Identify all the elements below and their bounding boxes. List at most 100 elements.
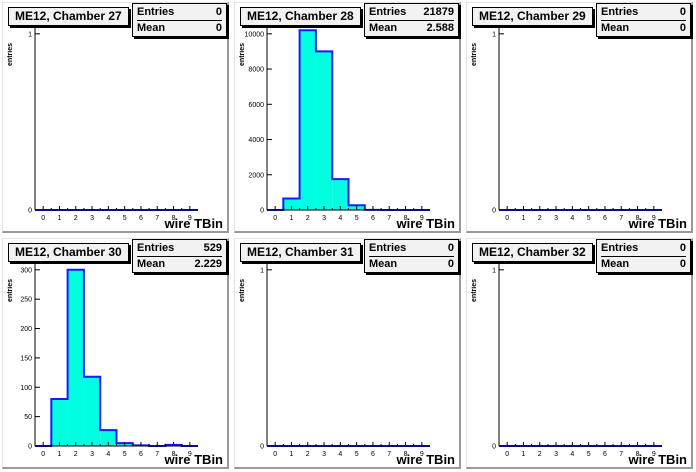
- x-tick-label: 1: [521, 215, 525, 222]
- x-tick-label: 8: [636, 451, 640, 458]
- x-tick-label: 5: [587, 451, 591, 458]
- y-axis-label: entries: [7, 279, 14, 302]
- x-tick-label: 8: [404, 215, 408, 222]
- stats-entries-row: Entries 0: [369, 241, 454, 256]
- x-tick-label: 7: [155, 215, 159, 222]
- x-tick-label: 7: [619, 215, 623, 222]
- y-tick-label: 0: [492, 208, 496, 215]
- stats-mean-label: Mean: [601, 258, 630, 270]
- histogram-title: ME12, Chamber 32: [472, 243, 593, 262]
- x-tick-label: 3: [90, 451, 94, 458]
- y-axis-label: entries: [239, 43, 246, 66]
- stats-mean-value: 0: [679, 258, 686, 270]
- stats-mean-row: Mean 2.229: [137, 256, 222, 272]
- stats-mean-value: 2.588: [426, 22, 454, 34]
- stats-mean-value: 0: [215, 22, 222, 34]
- x-tick-label: 9: [188, 215, 192, 222]
- histogram-title: ME12, Chamber 29: [472, 7, 593, 26]
- y-tick-label: 1: [492, 31, 496, 38]
- y-tick-label: 8000: [248, 67, 264, 74]
- x-axis-label: wire TBin: [164, 452, 223, 467]
- stats-entries-value: 21879: [423, 6, 454, 18]
- histogram-pad: 0 1 2 3 4 5 6 7 8 9 0 1 entries wire TBin ME12, Chambe…: [466, 238, 693, 469]
- histogram-plot: 0 1 2 3 4 5 6 7 8 9 0 1: [492, 257, 662, 458]
- y-axis-label: entries: [7, 43, 14, 66]
- y-tick-label: 0: [260, 208, 264, 215]
- x-tick-label: 6: [371, 451, 375, 458]
- histogram-plot: 0 1 2 3 4 5 6 7 8 9 0 2000 4000 6000 8000 10000: [245, 21, 430, 222]
- histogram-bar: [315, 51, 333, 210]
- stats-mean-value: 0: [447, 258, 454, 270]
- y-tick-label: 0: [492, 444, 496, 451]
- histogram-plot: 0 1 2 3 4 5 6 7 8 9 0 1: [28, 21, 198, 222]
- x-tick-label: 8: [172, 215, 176, 222]
- y-tick-label: 250: [20, 297, 32, 304]
- x-tick-label: 2: [538, 451, 542, 458]
- x-tick-label: 9: [188, 451, 192, 458]
- x-tick-label: 9: [420, 215, 424, 222]
- y-tick-label: 4000: [248, 137, 264, 144]
- stats-mean-label: Mean: [369, 22, 398, 34]
- histogram-bar: [100, 430, 117, 446]
- x-tick-label: 9: [652, 451, 656, 458]
- y-tick-label: 200: [20, 326, 32, 333]
- x-tick-label: 7: [387, 451, 391, 458]
- stats-entries-label: Entries: [601, 242, 639, 254]
- y-tick-label: 6000: [248, 102, 264, 109]
- stats-mean-label: Mean: [137, 22, 166, 34]
- stats-entries-value: 0: [447, 242, 454, 254]
- y-tick-label: 0: [28, 444, 32, 451]
- x-tick-label: 4: [106, 451, 110, 458]
- y-tick-label: 1: [492, 267, 496, 274]
- x-tick-label: 0: [273, 215, 277, 222]
- x-tick-label: 3: [322, 451, 326, 458]
- x-tick-label: 1: [57, 451, 61, 458]
- x-tick-label: 5: [587, 215, 591, 222]
- x-tick-label: 1: [57, 215, 61, 222]
- x-axis-label: wire TBin: [164, 216, 223, 231]
- histogram-bar: [283, 198, 300, 210]
- x-tick-label: 2: [74, 215, 78, 222]
- x-tick-label: 2: [74, 451, 78, 458]
- x-tick-label: 1: [521, 451, 525, 458]
- x-tick-label: 5: [123, 215, 127, 222]
- x-tick-label: 6: [139, 451, 143, 458]
- histogram-pad: 0 1 2 3 4 5 6 7 8 9 0 50 100 150 200 250 300 entries wire …: [2, 238, 229, 469]
- stats-entries-label: Entries: [369, 242, 407, 254]
- x-tick-label: 6: [139, 215, 143, 222]
- histogram-title: ME12, Chamber 28: [240, 7, 361, 26]
- y-axis-label: entries: [239, 279, 246, 302]
- stats-mean-value: 0: [679, 22, 686, 34]
- histogram-pad: 0 1 2 3 4 5 6 7 8 9 0 1 entries wire TBin ME12, Chambe…: [466, 2, 693, 233]
- stats-box: Entries 529 Mean 2.229: [132, 239, 227, 273]
- x-tick-label: 4: [570, 215, 574, 222]
- x-tick-label: 0: [505, 451, 509, 458]
- y-tick-label: 50: [24, 414, 32, 421]
- stats-entries-label: Entries: [137, 242, 175, 254]
- histogram-bar: [299, 30, 316, 210]
- x-tick-label: 4: [338, 215, 342, 222]
- x-tick-label: 3: [554, 215, 558, 222]
- stats-entries-label: Entries: [137, 6, 175, 18]
- histogram-title: ME12, Chamber 31: [240, 243, 361, 262]
- x-axis-label: wire TBin: [396, 216, 455, 231]
- x-tick-label: 0: [505, 215, 509, 222]
- x-tick-label: 2: [538, 215, 542, 222]
- x-axis-label: wire TBin: [396, 452, 455, 467]
- stats-box: Entries 0 Mean 0: [596, 239, 691, 273]
- stats-entries-value: 0: [679, 242, 686, 254]
- stats-mean-row: Mean 2.588: [369, 20, 454, 36]
- y-tick-label: 300: [20, 267, 32, 274]
- histogram-plot: 0 1 2 3 4 5 6 7 8 9 0 50 100 150 200 250 300: [20, 257, 198, 458]
- stats-entries-label: Entries: [369, 6, 407, 18]
- x-tick-label: 3: [322, 215, 326, 222]
- x-tick-label: 4: [106, 215, 110, 222]
- x-tick-label: 5: [355, 215, 359, 222]
- x-tick-label: 6: [603, 215, 607, 222]
- y-axis-label: entries: [471, 279, 478, 302]
- x-tick-label: 6: [371, 215, 375, 222]
- x-tick-label: 2: [306, 451, 310, 458]
- x-tick-label: 0: [41, 451, 45, 458]
- y-tick-label: 150: [20, 355, 32, 362]
